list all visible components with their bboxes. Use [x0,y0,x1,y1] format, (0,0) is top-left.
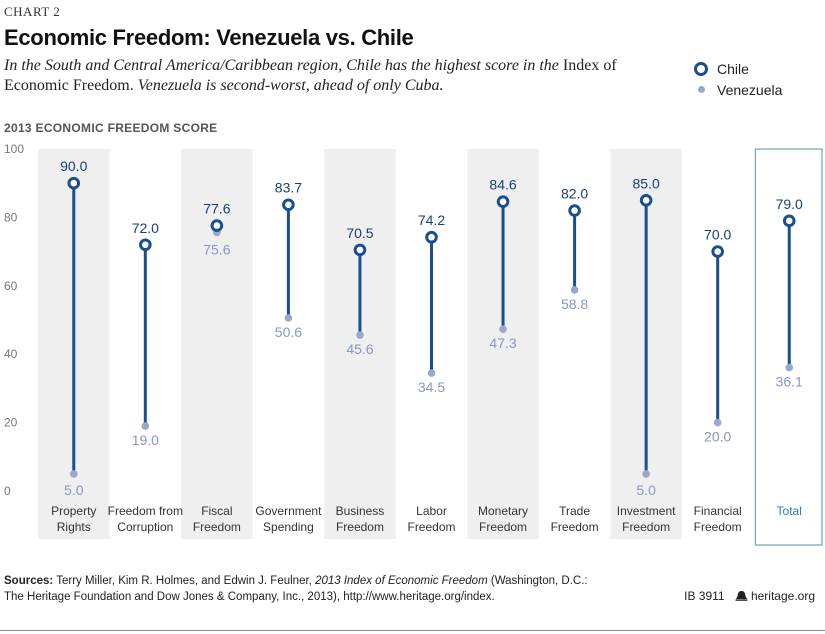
category-label: Investment [617,504,676,518]
chile-value-label: 70.5 [346,225,373,241]
venezuela-value-label: 50.6 [275,324,302,340]
venezuela-point [785,363,794,372]
subtitle-part-1: In the South and Central America/Caribbe… [4,57,559,74]
legend-item-venezuela: Venezuela [694,79,782,100]
category-label: Freedom from [108,504,183,518]
chile-value-label: 85.0 [633,175,660,191]
venezuela-value-label: 5.0 [636,482,656,498]
venezuela-value-label: 20.0 [704,429,731,445]
chile-value-label: 79.0 [776,196,803,212]
category-label: Freedom [551,520,599,534]
category-label: Government [255,504,322,518]
venezuela-marker-icon [694,83,708,97]
venezuela-point [284,314,293,322]
chile-point [353,243,367,257]
category-label: Total [777,504,802,518]
column-band [181,149,253,539]
category-label: Spending [263,520,314,534]
venezuela-value-label: 34.5 [418,379,445,395]
chile-value-label: 84.6 [489,177,516,193]
venezuela-value-label: 36.1 [776,374,803,390]
venezuela-value-label: 47.3 [489,335,516,351]
chile-value-label: 74.2 [418,212,445,228]
chile-point [711,245,724,258]
category-label: Trade [559,504,590,518]
chile-point [782,214,796,228]
column-band [324,149,396,539]
sources-text-2: (Washington, D.C.: [490,575,588,587]
category-label: Freedom [694,520,742,534]
category-label: Monetary [478,504,528,518]
legend-label-venezuela: Venezuela [717,81,783,98]
category-label: Corruption [117,520,173,534]
category-label: Labor [416,504,447,518]
venezuela-point [141,422,150,430]
sources-label: Sources: [4,575,54,587]
sources-title: 2013 Index of Economic Freedom [315,575,488,587]
category-label: Rights [57,520,91,534]
chile-value-label: 77.6 [203,201,230,217]
dot-range-chart: 0 20 40 60 80 100 90.0 5.0 Property Rights 72.0 19.… [4,142,823,546]
category-label: Freedom [479,520,527,534]
category-label: Business [336,504,385,518]
venezuela-point [499,325,507,334]
chile-value-label: 72.0 [132,220,159,236]
subtitle-part-2: Venezuela is second-worst, ahead of only… [137,77,444,94]
footer-divider [0,630,825,631]
venezuela-value-label: 5.0 [64,482,84,498]
category-label: Freedom [336,520,384,534]
heritage-site[interactable]: heritage.org [750,589,815,603]
sources-note: Sources: Terry Miller, Kim R. Holmes, an… [4,573,664,605]
bell-logo-icon [735,591,748,601]
chile-point [425,230,438,244]
y-tick-label: 20 [4,416,18,430]
chile-value-label: 83.7 [275,180,302,196]
chile-point [568,204,581,217]
venezuela-value-label: 45.6 [346,341,373,357]
chart-number: CHART 2 [4,4,61,19]
ib-number: IB 3911 [684,589,725,603]
legend-label-chile: Chile [717,60,749,77]
y-tick-label: 0 [4,484,11,498]
chile-marker-icon [694,61,708,76]
chile-point [139,238,152,252]
venezuela-value-label: 75.6 [203,241,230,257]
category-label: Property [51,504,96,518]
legend-item-chile: Chile [694,58,782,79]
chile-point [67,176,81,190]
venezuela-point [642,470,650,478]
chile-value-label: 90.0 [60,158,87,174]
category-label: Financial [694,504,742,518]
venezuela-point [356,331,364,339]
chile-point [282,198,295,212]
y-axis-title: 2013 ECONOMIC FREEDOM SCORE [4,121,218,135]
venezuela-point [69,470,78,478]
y-tick-label: 80 [4,210,18,224]
category-label: Freedom [407,520,455,534]
venezuela-value-label: 58.8 [561,296,588,312]
sources-text-3: The Heritage Foundation and Dow Jones & … [4,591,495,603]
chart-title: Economic Freedom: Venezuela vs. Chile [4,25,414,50]
chart-subtitle: In the South and Central America/Caribbe… [4,56,664,96]
venezuela-point [570,286,579,294]
chile-value-label: 82.0 [561,186,588,202]
venezuela-point [427,369,436,377]
sources-text-1: Terry Miller, Kim R. Holmes, and Edwin J… [56,575,312,587]
y-tick-label: 100 [4,142,24,156]
category-label: Fiscal [201,504,232,518]
subtitle-index-name: Index of Economic Freedom. [4,57,617,94]
chile-value-label: 70.0 [704,227,731,243]
legend: Chile Venezuela [694,58,782,100]
chile-point [639,194,653,207]
category-label: Freedom [622,520,670,534]
chile-point [210,219,224,232]
venezuela-point [713,418,722,427]
category-label: Freedom [193,520,241,534]
credit: IB 3911 heritage.org [684,589,815,603]
total-highlight-box [754,148,823,546]
y-tick-label: 40 [4,347,18,361]
venezuela-value-label: 19.0 [132,432,159,448]
y-tick-label: 60 [4,279,18,293]
chile-point [496,195,510,208]
